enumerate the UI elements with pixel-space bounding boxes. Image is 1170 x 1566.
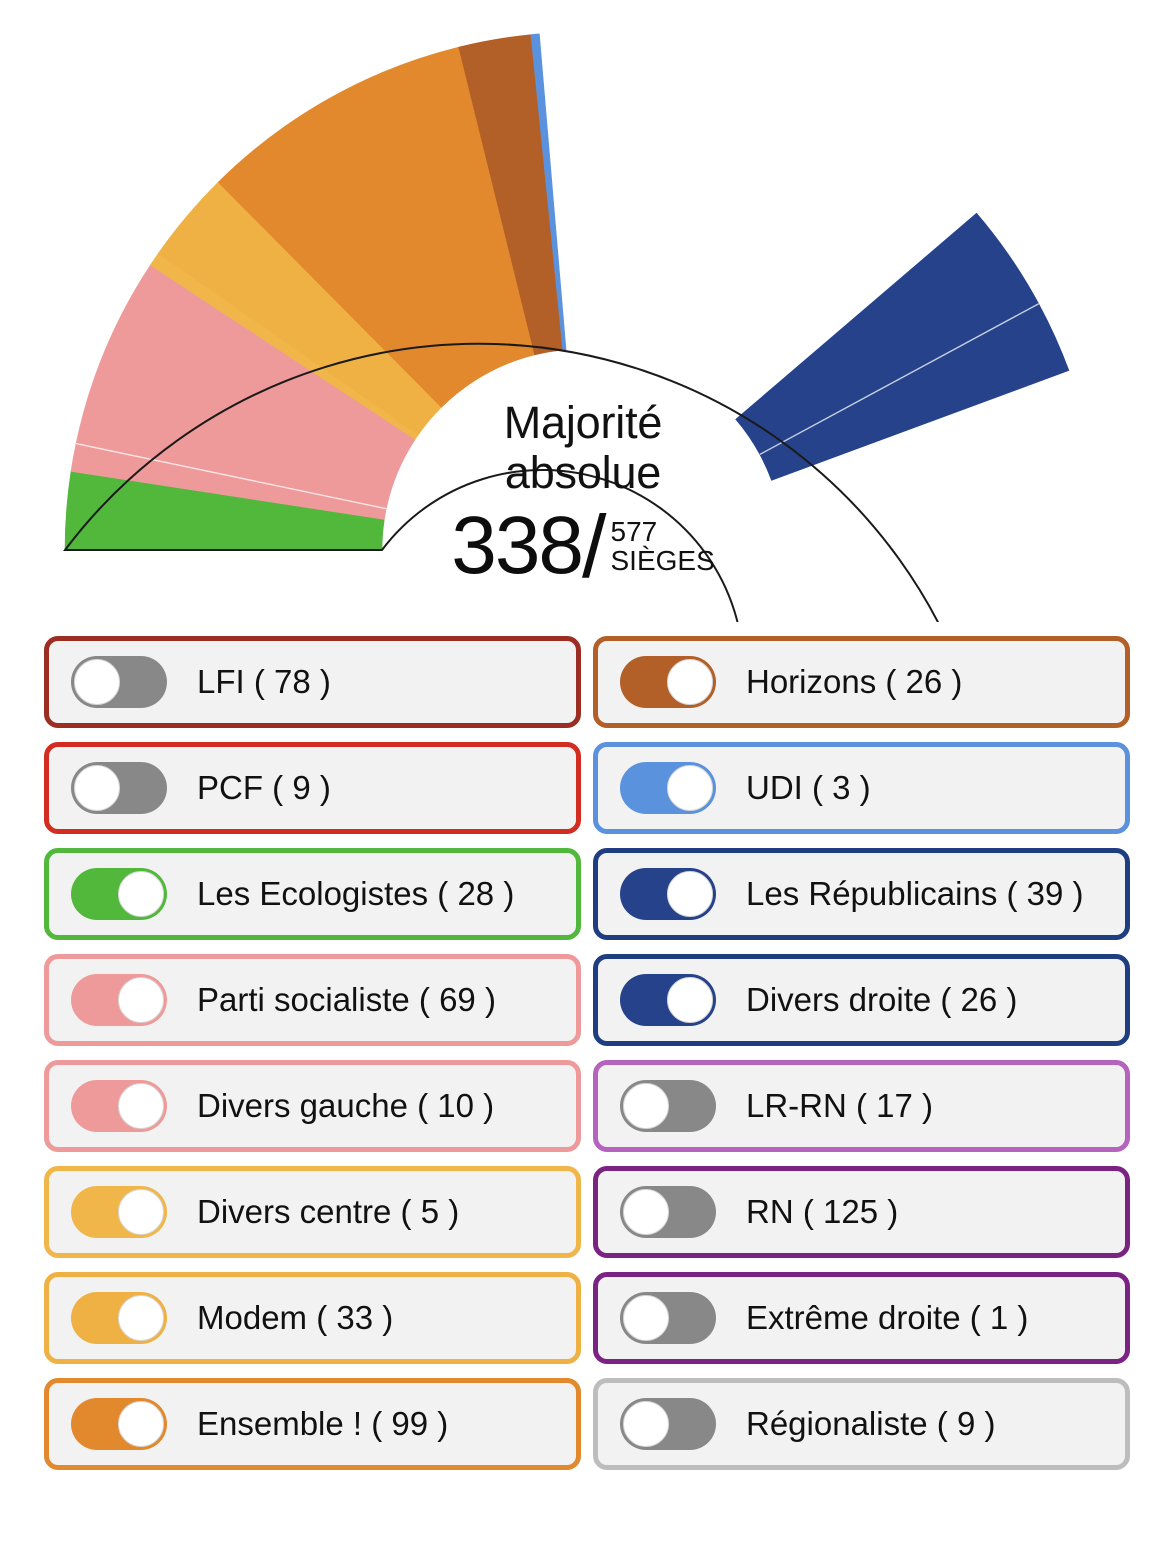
legend-item-label: Divers gauche ( 10 ): [197, 1087, 495, 1124]
toggle-knob: [118, 977, 164, 1023]
legend-item-label: Ensemble ! ( 99 ): [197, 1405, 449, 1442]
legend-item-lr-rn[interactable]: LR-RN ( 17 ): [593, 1060, 1130, 1152]
toggle-knob: [667, 659, 713, 705]
hemicycle-svg: [62, 33, 1070, 622]
gauge-outline: [62, 342, 939, 622]
toggle-knob: [623, 1083, 669, 1129]
party-toggle-switch[interactable]: [71, 1398, 167, 1450]
legend-item-label: Les Républicains ( 39 ): [746, 875, 1084, 912]
party-toggle-switch[interactable]: [620, 1080, 716, 1132]
legend-item-label: Parti socialiste ( 69 ): [197, 981, 496, 1018]
toggle-knob: [667, 765, 713, 811]
legend-item-pcf[interactable]: PCF ( 9 ): [44, 742, 581, 834]
gauge-segments: [64, 33, 1070, 551]
toggle-knob: [118, 1401, 164, 1447]
hemicycle-gauge: Majorité absolue 338 / 577 SIÈGES: [0, 0, 1170, 622]
legend-item-modem[interactable]: Modem ( 33 ): [44, 1272, 581, 1364]
legend-item-parti-socialiste[interactable]: Parti socialiste ( 69 ): [44, 954, 581, 1046]
legend-item-les-r-publicains[interactable]: Les Républicains ( 39 ): [593, 848, 1130, 940]
legend-item-label: Divers droite ( 26 ): [746, 981, 1018, 1018]
legend-item-label: Horizons ( 26 ): [746, 663, 963, 700]
legend-item-label: Régionaliste ( 9 ): [746, 1405, 996, 1442]
gauge-segment-divider: [75, 442, 387, 510]
legend-column-right: Horizons ( 26 ) UDI ( 3 ) Les Républicains…: [593, 636, 1130, 1470]
toggle-knob: [623, 1295, 669, 1341]
legend-item-lfi[interactable]: LFI ( 78 ): [44, 636, 581, 728]
toggle-knob: [118, 1083, 164, 1129]
legend-item-horizons[interactable]: Horizons ( 26 ): [593, 636, 1130, 728]
legend-item-ensemble[interactable]: Ensemble ! ( 99 ): [44, 1378, 581, 1470]
party-toggle-switch[interactable]: [71, 1292, 167, 1344]
legend-item-r-gionaliste[interactable]: Régionaliste ( 9 ): [593, 1378, 1130, 1470]
legend-item-udi[interactable]: UDI ( 3 ): [593, 742, 1130, 834]
party-toggle-switch[interactable]: [620, 762, 716, 814]
legend-item-label: Les Ecologistes ( 28 ): [197, 875, 515, 912]
party-toggle-switch[interactable]: [620, 1398, 716, 1450]
legend-item-label: LR-RN ( 17 ): [746, 1087, 934, 1124]
legend-item-les-ecologistes[interactable]: Les Ecologistes ( 28 ): [44, 848, 581, 940]
gauge-segment: [217, 46, 536, 408]
toggle-knob: [118, 1189, 164, 1235]
legend-item-divers-gauche[interactable]: Divers gauche ( 10 ): [44, 1060, 581, 1152]
toggle-knob: [667, 871, 713, 917]
toggle-knob: [623, 1401, 669, 1447]
legend-item-divers-droite[interactable]: Divers droite ( 26 ): [593, 954, 1130, 1046]
legend-item-label: Divers centre ( 5 ): [197, 1193, 460, 1230]
toggle-knob: [667, 977, 713, 1023]
party-toggle-switch[interactable]: [71, 656, 167, 708]
party-toggle-switch[interactable]: [620, 1292, 716, 1344]
party-toggle-switch[interactable]: [71, 1080, 167, 1132]
party-toggle-switch[interactable]: [71, 868, 167, 920]
gauge-segment-divider: [759, 303, 1040, 456]
gauge-segment: [759, 303, 1070, 481]
party-toggle-switch[interactable]: [620, 656, 716, 708]
legend-item-label: RN ( 125 ): [746, 1193, 899, 1230]
legend-item-rn[interactable]: RN ( 125 ): [593, 1166, 1130, 1258]
legend-item-label: LFI ( 78 ): [197, 663, 331, 700]
party-toggle-switch[interactable]: [620, 868, 716, 920]
toggle-knob: [623, 1189, 669, 1235]
legend-item-extr-me-droite[interactable]: Extrême droite ( 1 ): [593, 1272, 1130, 1364]
legend-column-left: LFI ( 78 ) PCF ( 9 ) Les Ecologistes ( 28 …: [44, 636, 581, 1470]
party-toggle-switch[interactable]: [71, 974, 167, 1026]
toggle-knob: [74, 659, 120, 705]
legend-item-divers-centre[interactable]: Divers centre ( 5 ): [44, 1166, 581, 1258]
party-toggle-switch[interactable]: [71, 1186, 167, 1238]
toggle-knob: [118, 871, 164, 917]
party-toggle-switch[interactable]: [620, 1186, 716, 1238]
party-toggle-switch[interactable]: [620, 974, 716, 1026]
toggle-knob: [118, 1295, 164, 1341]
party-toggle-switch[interactable]: [71, 762, 167, 814]
legend-item-label: UDI ( 3 ): [746, 769, 871, 806]
legend-item-label: Extrême droite ( 1 ): [746, 1299, 1029, 1336]
legend-item-label: Modem ( 33 ): [197, 1299, 394, 1336]
legend-item-label: PCF ( 9 ): [197, 769, 331, 806]
party-legend: LFI ( 78 ) PCF ( 9 ) Les Ecologistes ( 28 …: [0, 636, 1170, 1470]
toggle-knob: [74, 765, 120, 811]
